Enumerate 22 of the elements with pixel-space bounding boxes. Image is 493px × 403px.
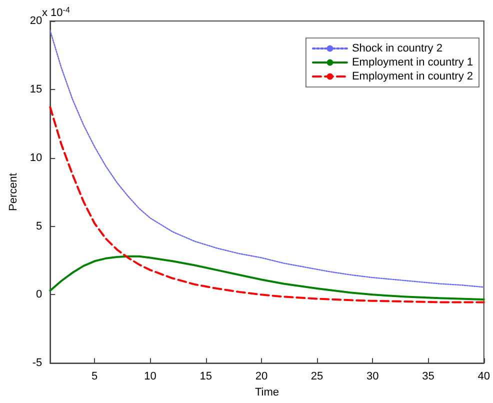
line-series [49, 255, 485, 300]
x-tick-label: 20 [255, 370, 268, 383]
x-tick-label: 15 [200, 370, 212, 383]
x-axis-title: Time [254, 386, 280, 398]
x-tick-label: 35 [422, 370, 434, 383]
y-tick-label: 0 [36, 288, 42, 301]
x-tick-label: 25 [310, 370, 324, 383]
x-tick-label: 40 [478, 370, 490, 383]
y-tick-label: 15 [30, 83, 42, 96]
legend-label: Employment in country 1 [352, 56, 474, 68]
y-tick-label: 20 [30, 15, 42, 27]
x-tick-label: 10 [144, 370, 156, 383]
y-tick-label: 10 [30, 152, 42, 164]
legend-label: Employment in country 2 [352, 70, 474, 82]
line-series [50, 30, 484, 288]
y-tick-label: -5 [32, 357, 42, 370]
y-axis-title: Percent [8, 173, 20, 212]
y-tick-label: 5 [36, 220, 42, 232]
x-tick-label: 5 [92, 370, 98, 383]
line-series [49, 106, 485, 304]
x-tick-label: 30 [366, 370, 379, 383]
legend-label: Shock in country 2 [352, 42, 442, 54]
